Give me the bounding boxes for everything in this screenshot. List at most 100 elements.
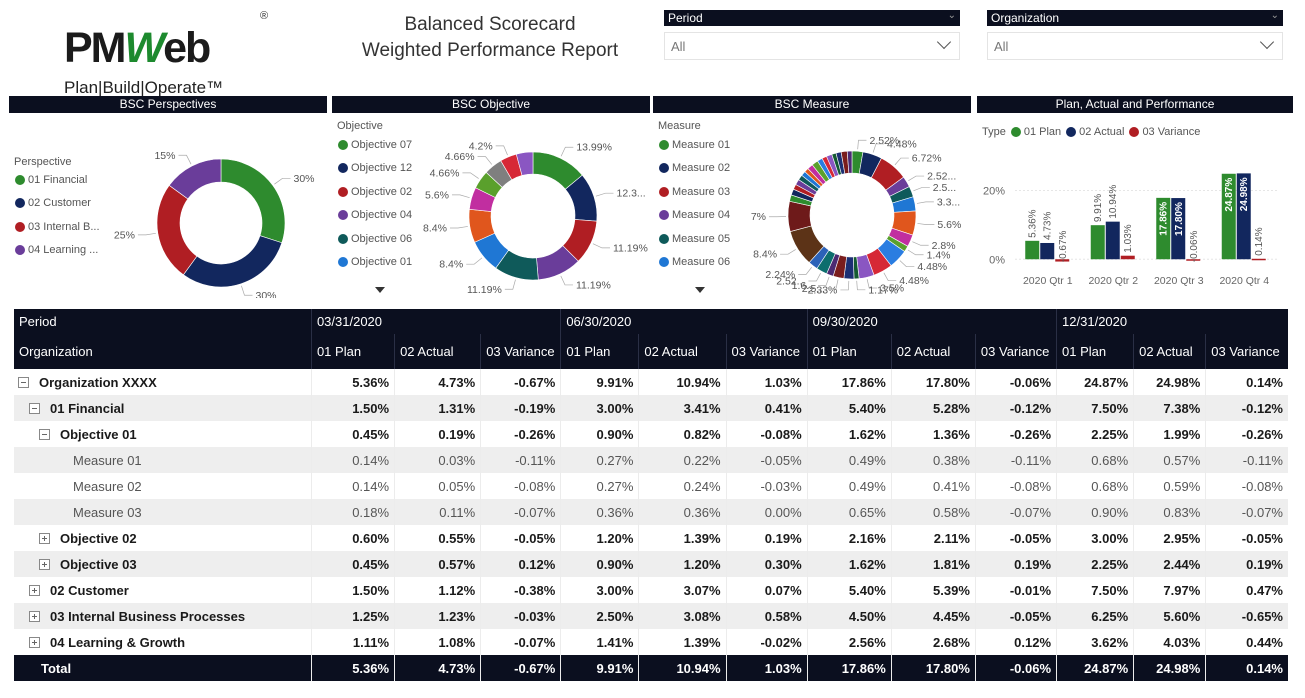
row-label: Measure 02	[73, 478, 142, 494]
donut-slice[interactable]	[515, 151, 534, 176]
measure-legend-item[interactable]: Measure 04	[659, 204, 730, 228]
measure-column-header[interactable]: 01 Plan	[560, 334, 639, 369]
data-label: 3.3...	[937, 196, 960, 208]
collapse-icon[interactable]	[29, 402, 40, 414]
measure-legend-item[interactable]: Measure 03	[659, 180, 730, 204]
measure-column-header[interactable]: 03 Variance	[1205, 334, 1288, 369]
bar[interactable]	[1055, 259, 1070, 262]
table-row[interactable]: Objective 01 0.45% 0.19% -0.26% 0.90% 0.82% -0…	[14, 421, 1288, 447]
period-column-header[interactable]: 12/31/2020	[1056, 309, 1288, 334]
objective-legend-item[interactable]: Objective 12	[338, 157, 412, 181]
period-column-header[interactable]: 03/31/2020	[310, 309, 561, 334]
bar[interactable]	[1221, 173, 1236, 260]
legend-scroll-down-icon[interactable]	[375, 287, 385, 293]
donut-slice[interactable]	[182, 235, 283, 288]
bsc-objective-visual[interactable]: BSC Objective Objective Objective 07 Obje…	[332, 96, 650, 298]
table-row[interactable]: Measure 02 0.14% 0.05% -0.08% 0.27% 0.24% -0.0…	[14, 473, 1288, 499]
donut-slice[interactable]	[156, 184, 198, 276]
total-value-cell: 5.36%	[310, 655, 395, 681]
expand-icon[interactable]	[29, 610, 40, 622]
measure-column-header[interactable]: 02 Actual	[890, 334, 976, 369]
expand-icon[interactable]	[29, 636, 40, 648]
measure-column-header[interactable]: 03 Variance	[974, 334, 1057, 369]
chevron-down-icon[interactable]	[1259, 34, 1275, 50]
objective-legend-item[interactable]: Objective 02	[338, 180, 412, 204]
report-title: Balanced Scorecard Weighted Performance …	[361, 14, 619, 61]
perspective-legend-item[interactable]: 01 Financial	[15, 168, 100, 192]
table-row[interactable]: 02 Customer 1.50% 1.12% -0.38% 3.00% 3.07% 0.0…	[14, 577, 1288, 603]
perspective-legend-item[interactable]: 02 Customer	[15, 192, 100, 216]
collapse-icon[interactable]	[18, 376, 29, 388]
expand-icon[interactable]	[39, 532, 50, 544]
donut-slice[interactable]	[846, 150, 853, 174]
bar[interactable]	[1105, 221, 1120, 260]
period-column-header[interactable]: 06/30/2020	[560, 309, 808, 334]
bar[interactable]	[1186, 259, 1201, 261]
chevron-down-icon[interactable]	[936, 34, 952, 50]
data-label: 4.66%	[430, 167, 460, 179]
bar[interactable]	[1040, 242, 1055, 260]
bar[interactable]	[1090, 225, 1105, 260]
table-row[interactable]: 01 Financial 1.50% 1.31% -0.19% 3.00% 3.41% 0.…	[14, 395, 1288, 421]
measure-donut-chart[interactable]: 2.52%4.48%6.72%2.52...2.5...3.3...5.6%2.…	[653, 113, 971, 298]
collapse-icon[interactable]	[39, 428, 50, 440]
bar[interactable]	[1171, 198, 1186, 260]
measure-column-header[interactable]: 01 Plan	[1056, 334, 1134, 369]
measure-legend-item[interactable]: Measure 02	[659, 157, 730, 181]
measure-column-header[interactable]: 03 Variance	[725, 334, 808, 369]
plan-actual-performance-visual[interactable]: Plan, Actual and Performance Type 01 Pla…	[977, 96, 1293, 298]
measure-column-header[interactable]: 01 Plan	[310, 334, 395, 369]
measure-column-header[interactable]: 02 Actual	[394, 334, 481, 369]
table-row[interactable]: Objective 02 0.60% 0.55% -0.05% 1.20% 1.39% 0.…	[14, 525, 1288, 551]
objective-legend-item[interactable]: Objective 06	[338, 227, 412, 251]
objective-legend-item[interactable]: Objective 04	[338, 204, 412, 228]
objective-legend-item[interactable]: Objective 01	[338, 251, 412, 275]
measure-legend-item[interactable]: Measure 01	[659, 133, 730, 157]
objective-legend-item[interactable]: Objective 07	[338, 133, 412, 157]
value-cell: -0.12%	[974, 395, 1057, 421]
measure-column-header[interactable]: 03 Variance	[480, 334, 561, 369]
donut-slice[interactable]	[787, 200, 812, 232]
type-legend-item[interactable]: 01 Plan	[1010, 126, 1061, 138]
perspectives-donut-chart[interactable]: 30% 30% 25% 15%	[9, 113, 327, 298]
measure-legend-item[interactable]: Measure 05	[659, 227, 730, 251]
type-legend-item[interactable]: 03 Variance	[1129, 126, 1200, 138]
organization-dropdown[interactable]: All	[987, 32, 1283, 60]
legend-scroll-down-icon[interactable]	[695, 287, 705, 293]
bar[interactable]	[1120, 255, 1135, 260]
objective-donut-chart[interactable]: 13.99% 12.3... 11.19% 11.19% 11.19% 8.4% 8.4% 5…	[332, 113, 650, 298]
measure-column-header[interactable]: 02 Actual	[638, 334, 727, 369]
expand-icon[interactable]	[29, 584, 40, 596]
period-dropdown[interactable]: All	[664, 32, 960, 60]
table-row[interactable]: Objective 03 0.45% 0.57% 0.12% 0.90% 1.20% 0.3…	[14, 551, 1288, 577]
table-row[interactable]: Measure 03 0.18% 0.11% -0.07% 0.36% 0.36% 0.00…	[14, 499, 1288, 525]
organization-slicer[interactable]: Organization ⌄ All	[987, 10, 1283, 62]
column-header-row: Organization 01 Plan 02 Actual 03 Variance…	[14, 334, 1288, 369]
donut-slice[interactable]	[220, 158, 286, 244]
measure-column-header[interactable]: 01 Plan	[806, 334, 892, 369]
value-cell: -0.65%	[1205, 603, 1288, 629]
table-row[interactable]: Measure 01 0.14% 0.03% -0.11% 0.27% 0.22% -0.0…	[14, 447, 1288, 473]
measure-legend-item[interactable]: Measure 06	[659, 251, 730, 275]
perspective-legend-item[interactable]: 03 Internal B...	[15, 215, 100, 239]
period-slicer[interactable]: Period ⌄ All	[664, 10, 960, 62]
donut-slice[interactable]	[168, 158, 222, 200]
perspective-legend-item[interactable]: 04 Learning ...	[15, 239, 100, 263]
bsc-perspectives-visual[interactable]: BSC Perspectives Perspective 01 Financia…	[9, 96, 327, 298]
value-cell: -0.08%	[1205, 473, 1288, 499]
table-row[interactable]: 03 Internal Business Processes 1.25% 1.23%…	[14, 603, 1288, 629]
bar[interactable]	[1251, 258, 1266, 261]
plan-actual-bar-chart[interactable]: 20% 0% 5.36% 4.73% -0.67% 2020 Qtr 1 9.91% 10.9…	[977, 113, 1293, 298]
value-cell: 0.58%	[725, 603, 808, 629]
period-column-header[interactable]: 09/30/2020	[806, 309, 1057, 334]
bar[interactable]	[1025, 240, 1040, 260]
type-legend-item[interactable]: 02 Actual	[1066, 126, 1124, 138]
expand-icon[interactable]	[39, 558, 50, 570]
table-row[interactable]: 04 Learning & Growth 1.11% 1.08% -0.07% 1.41…	[14, 629, 1288, 655]
bsc-measure-visual[interactable]: BSC Measure Measure Measure 01 Measure 02…	[653, 96, 971, 298]
table-row[interactable]: Organization XXXX 5.36% 4.73% -0.67% 9.91% 10…	[14, 369, 1288, 395]
bar[interactable]	[1236, 173, 1251, 260]
measure-column-header[interactable]: 02 Actual	[1133, 334, 1206, 369]
objective-legend: Objective 07 Objective 12 Objective 02 Obje…	[338, 133, 412, 274]
bar[interactable]	[1156, 197, 1171, 260]
